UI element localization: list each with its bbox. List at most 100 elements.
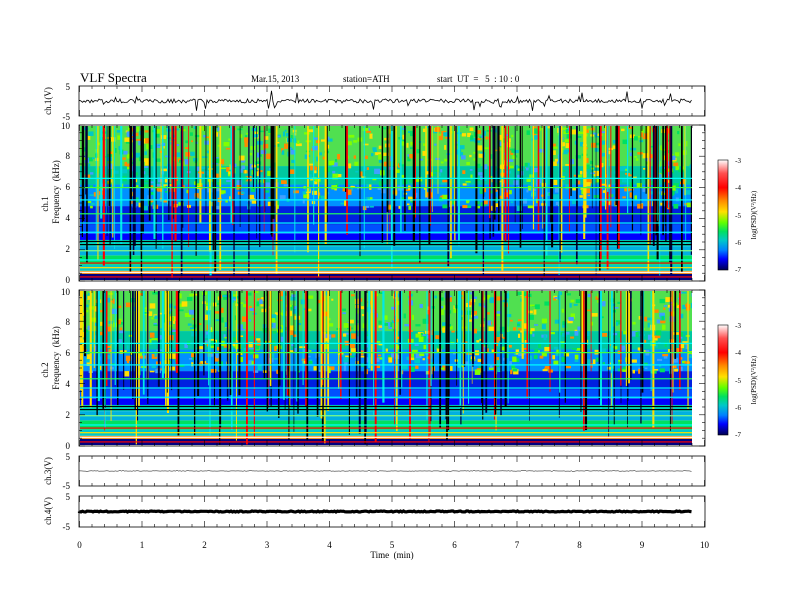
spectrogram-sferic — [666, 126, 669, 208]
spectrogram-sferic — [120, 126, 123, 246]
spectrogram-sferic — [288, 126, 291, 199]
ch4-ytick-top: 5 — [66, 492, 71, 502]
spectrogram-sferic — [95, 126, 97, 246]
spectrogram-speckle — [615, 320, 621, 325]
spectrogram-speckle — [489, 297, 495, 304]
spectrogram-speckle — [586, 359, 592, 365]
spectrogram-speckle — [343, 365, 347, 371]
spectrogram-sferic — [575, 126, 578, 265]
spectrogram-speckle — [435, 157, 440, 160]
spectrogram-speckle — [264, 136, 269, 140]
spectrogram-speckle — [332, 170, 336, 174]
spectrogram-speckle — [511, 364, 516, 369]
spectrogram-speckle — [352, 352, 356, 356]
spectrogram-speckle — [134, 152, 141, 158]
spectrogram-speckle — [87, 325, 91, 331]
spectrogram-sferic — [679, 291, 681, 390]
spectrogram-speckle — [408, 357, 415, 361]
spectrogram-speckle — [187, 323, 192, 326]
spectrogram-band — [80, 389, 692, 399]
spectrogram-speckle — [105, 354, 111, 360]
spectrogram-speckle — [533, 135, 538, 140]
spectrogram-speckle — [469, 127, 474, 131]
spectrogram-speckle — [126, 345, 129, 351]
spectrogram-speckle — [249, 335, 256, 340]
spectrogram-speckle — [400, 141, 405, 146]
spectrogram-line — [80, 408, 692, 411]
spectrogram-speckle — [512, 356, 517, 362]
spectrogram-speckle — [442, 325, 446, 329]
spectrogram-speckle — [669, 301, 674, 304]
spectrogram-sferic — [82, 126, 85, 222]
spectrogram-speckle — [89, 172, 94, 175]
spectrogram-speckle — [184, 343, 188, 349]
spectrogram-speckle — [477, 172, 483, 176]
spectrogram-speckle — [116, 319, 122, 325]
spectrogram-sferic — [136, 291, 139, 421]
spectrogram-speckle — [203, 135, 206, 138]
spectrogram-speckle — [150, 191, 156, 196]
spectrogram-speckle — [659, 368, 665, 373]
spectrogram-speckle — [196, 166, 201, 171]
spectrogram-speckle — [274, 312, 278, 316]
spectrogram-speckle — [253, 291, 259, 293]
spectrogram-speckle — [136, 126, 139, 132]
spectrogram-speckle — [680, 181, 686, 185]
spectrogram-speckle — [191, 330, 197, 337]
spectrogram-speckle — [366, 130, 372, 133]
spectrogram-speckle — [249, 308, 255, 311]
spectrogram-speckle — [621, 128, 625, 132]
spectrogram-sferic — [110, 291, 112, 421]
spectrogram-speckle — [296, 322, 302, 326]
spectrogram-sferic — [370, 291, 373, 371]
spectrogram-speckle — [361, 313, 364, 317]
spectrogram-speckle — [328, 160, 335, 166]
spectrogram-speckle — [673, 203, 679, 209]
spectrogram-speckle — [538, 343, 542, 348]
spectrogram-sferic — [620, 291, 622, 386]
spectrogram-sferic — [130, 126, 133, 201]
spectrogram-speckle — [256, 152, 260, 158]
spectrogram-speckle — [133, 172, 138, 176]
spectrogram-speckle — [383, 161, 387, 167]
spectrogram-speckle — [442, 327, 446, 333]
spectrogram-speckle — [640, 132, 644, 138]
spectrogram-speckle — [244, 135, 248, 139]
spectrogram-speckle — [313, 181, 318, 185]
spectrogram-speckle — [595, 296, 599, 300]
spectrogram-speckle — [473, 296, 478, 300]
spectrogram-speckle — [442, 322, 447, 326]
spectrogram-speckle — [653, 369, 659, 371]
spectrogram-speckle — [239, 134, 243, 138]
spectrogram-speckle — [470, 291, 473, 295]
spectrogram-speckle — [243, 347, 247, 353]
spectrogram-speckle — [401, 164, 405, 167]
spectrogram-speckle — [220, 159, 225, 165]
spectrogram-speckle — [650, 191, 655, 195]
spectrogram-speckle — [118, 330, 125, 334]
spectrogram-speckle — [422, 358, 425, 361]
spectrogram-speckle — [125, 355, 132, 361]
spectrogram-sferic — [544, 126, 546, 228]
spectrogram-speckle — [122, 150, 128, 155]
spectrogram-speckle — [482, 130, 486, 136]
spectrogram-speckle — [342, 333, 347, 337]
spectrogram-speckle — [231, 337, 236, 343]
spectrogram-speckle — [90, 205, 93, 209]
spectrogram-speckle — [505, 344, 509, 347]
spectrogram-speckle — [284, 143, 289, 149]
spectrogram-speckle — [371, 153, 374, 157]
spectrogram-speckle — [135, 139, 142, 141]
spectrogram-speckle — [266, 156, 271, 159]
spectrogram-speckle — [378, 181, 384, 187]
spectrogram-speckle — [635, 331, 639, 338]
spectrogram-speckle — [192, 318, 195, 320]
spectrogram-speckle — [224, 336, 227, 339]
spectrogram-speckle — [89, 185, 93, 188]
spectrogram-sferic — [97, 126, 99, 260]
spectrogram-speckle — [377, 354, 382, 357]
spectrogram-sferic — [268, 291, 270, 408]
spectrogram-speckle — [691, 292, 692, 297]
spectrogram-speckle — [89, 194, 95, 196]
spectrogram-speckle — [406, 357, 411, 361]
